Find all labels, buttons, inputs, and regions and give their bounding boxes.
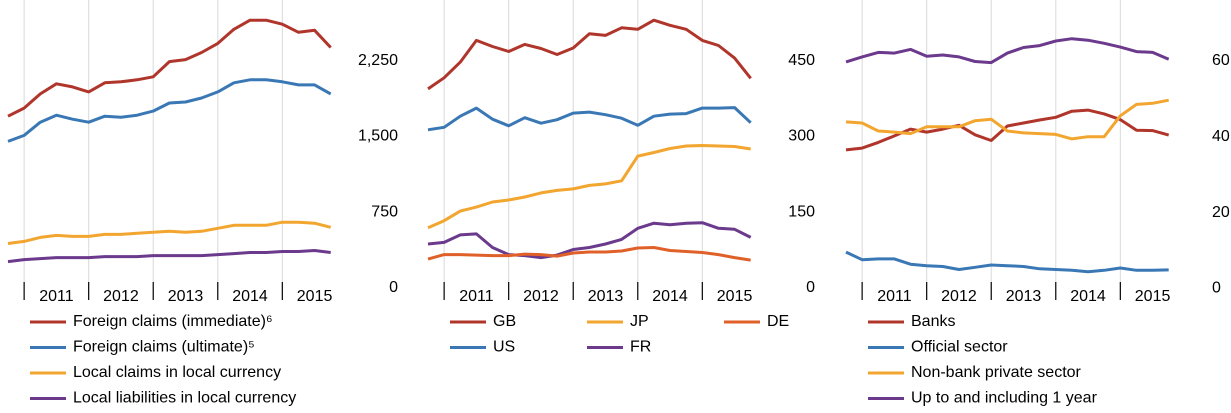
x-tick-label: 2013 <box>588 288 624 305</box>
legend-label: FR <box>630 339 651 356</box>
legend-label: Up to and including 1 year <box>911 390 1098 407</box>
series-line <box>427 246 751 262</box>
y-tick-label: 0 <box>389 279 398 296</box>
legend-label: Local claims in local currency <box>73 364 281 381</box>
legend-label: Banks <box>911 313 955 330</box>
series-line <box>427 221 752 260</box>
x-tick-label: 2011 <box>877 288 912 305</box>
legend-label: Local liabilities in local currency <box>73 390 296 407</box>
x-tick-label: 2012 <box>941 288 977 305</box>
y-tick-label: 750 <box>371 203 398 220</box>
y-tick-label: 150 <box>788 203 815 220</box>
y-tick-label: 40 <box>1212 128 1230 145</box>
legend-label: JP <box>630 313 649 330</box>
x-tick-label: 2015 <box>297 288 333 305</box>
series-line <box>427 106 752 132</box>
legend-label: Foreign claims (immediate)⁶ <box>73 313 273 330</box>
y-tick-label: 20 <box>1212 204 1230 221</box>
legend-label: Non-bank private sector <box>911 364 1082 381</box>
y-tick-label: 0 <box>806 279 815 296</box>
series-line <box>427 144 751 230</box>
series-line <box>7 78 332 143</box>
legend-label: DE <box>767 313 789 330</box>
legend-label: GB <box>493 313 516 330</box>
legend-label: Foreign claims (ultimate)⁵ <box>73 339 255 356</box>
x-tick-label: 2015 <box>1135 288 1171 305</box>
y-tick-label: 300 <box>788 128 815 145</box>
x-tick-label: 2013 <box>168 288 204 305</box>
legend-label: US <box>493 339 515 356</box>
series-line <box>427 18 752 91</box>
x-tick-label: 2014 <box>652 288 688 305</box>
series-line <box>845 37 1170 65</box>
series-line <box>7 18 332 118</box>
series-line <box>7 220 332 245</box>
x-tick-label: 2012 <box>523 288 559 305</box>
y-tick-label: 0 <box>1212 280 1221 297</box>
y-tick-label: 450 <box>788 52 815 69</box>
series-line <box>845 98 1169 141</box>
series-line <box>845 250 1169 274</box>
legend-label: Official sector <box>911 339 1008 356</box>
y-tick-label: 2,250 <box>358 52 398 69</box>
x-tick-label: 2011 <box>39 288 74 305</box>
y-tick-label: 60 <box>1212 52 1230 69</box>
y-tick-label: 1,500 <box>358 128 398 145</box>
x-tick-label: 2013 <box>1006 288 1042 305</box>
x-tick-label: 2012 <box>103 288 139 305</box>
x-tick-label: 2014 <box>1070 288 1106 305</box>
series-line <box>7 249 331 264</box>
x-tick-label: 2011 <box>459 288 494 305</box>
x-tick-label: 2015 <box>717 288 753 305</box>
x-tick-label: 2014 <box>232 288 268 305</box>
